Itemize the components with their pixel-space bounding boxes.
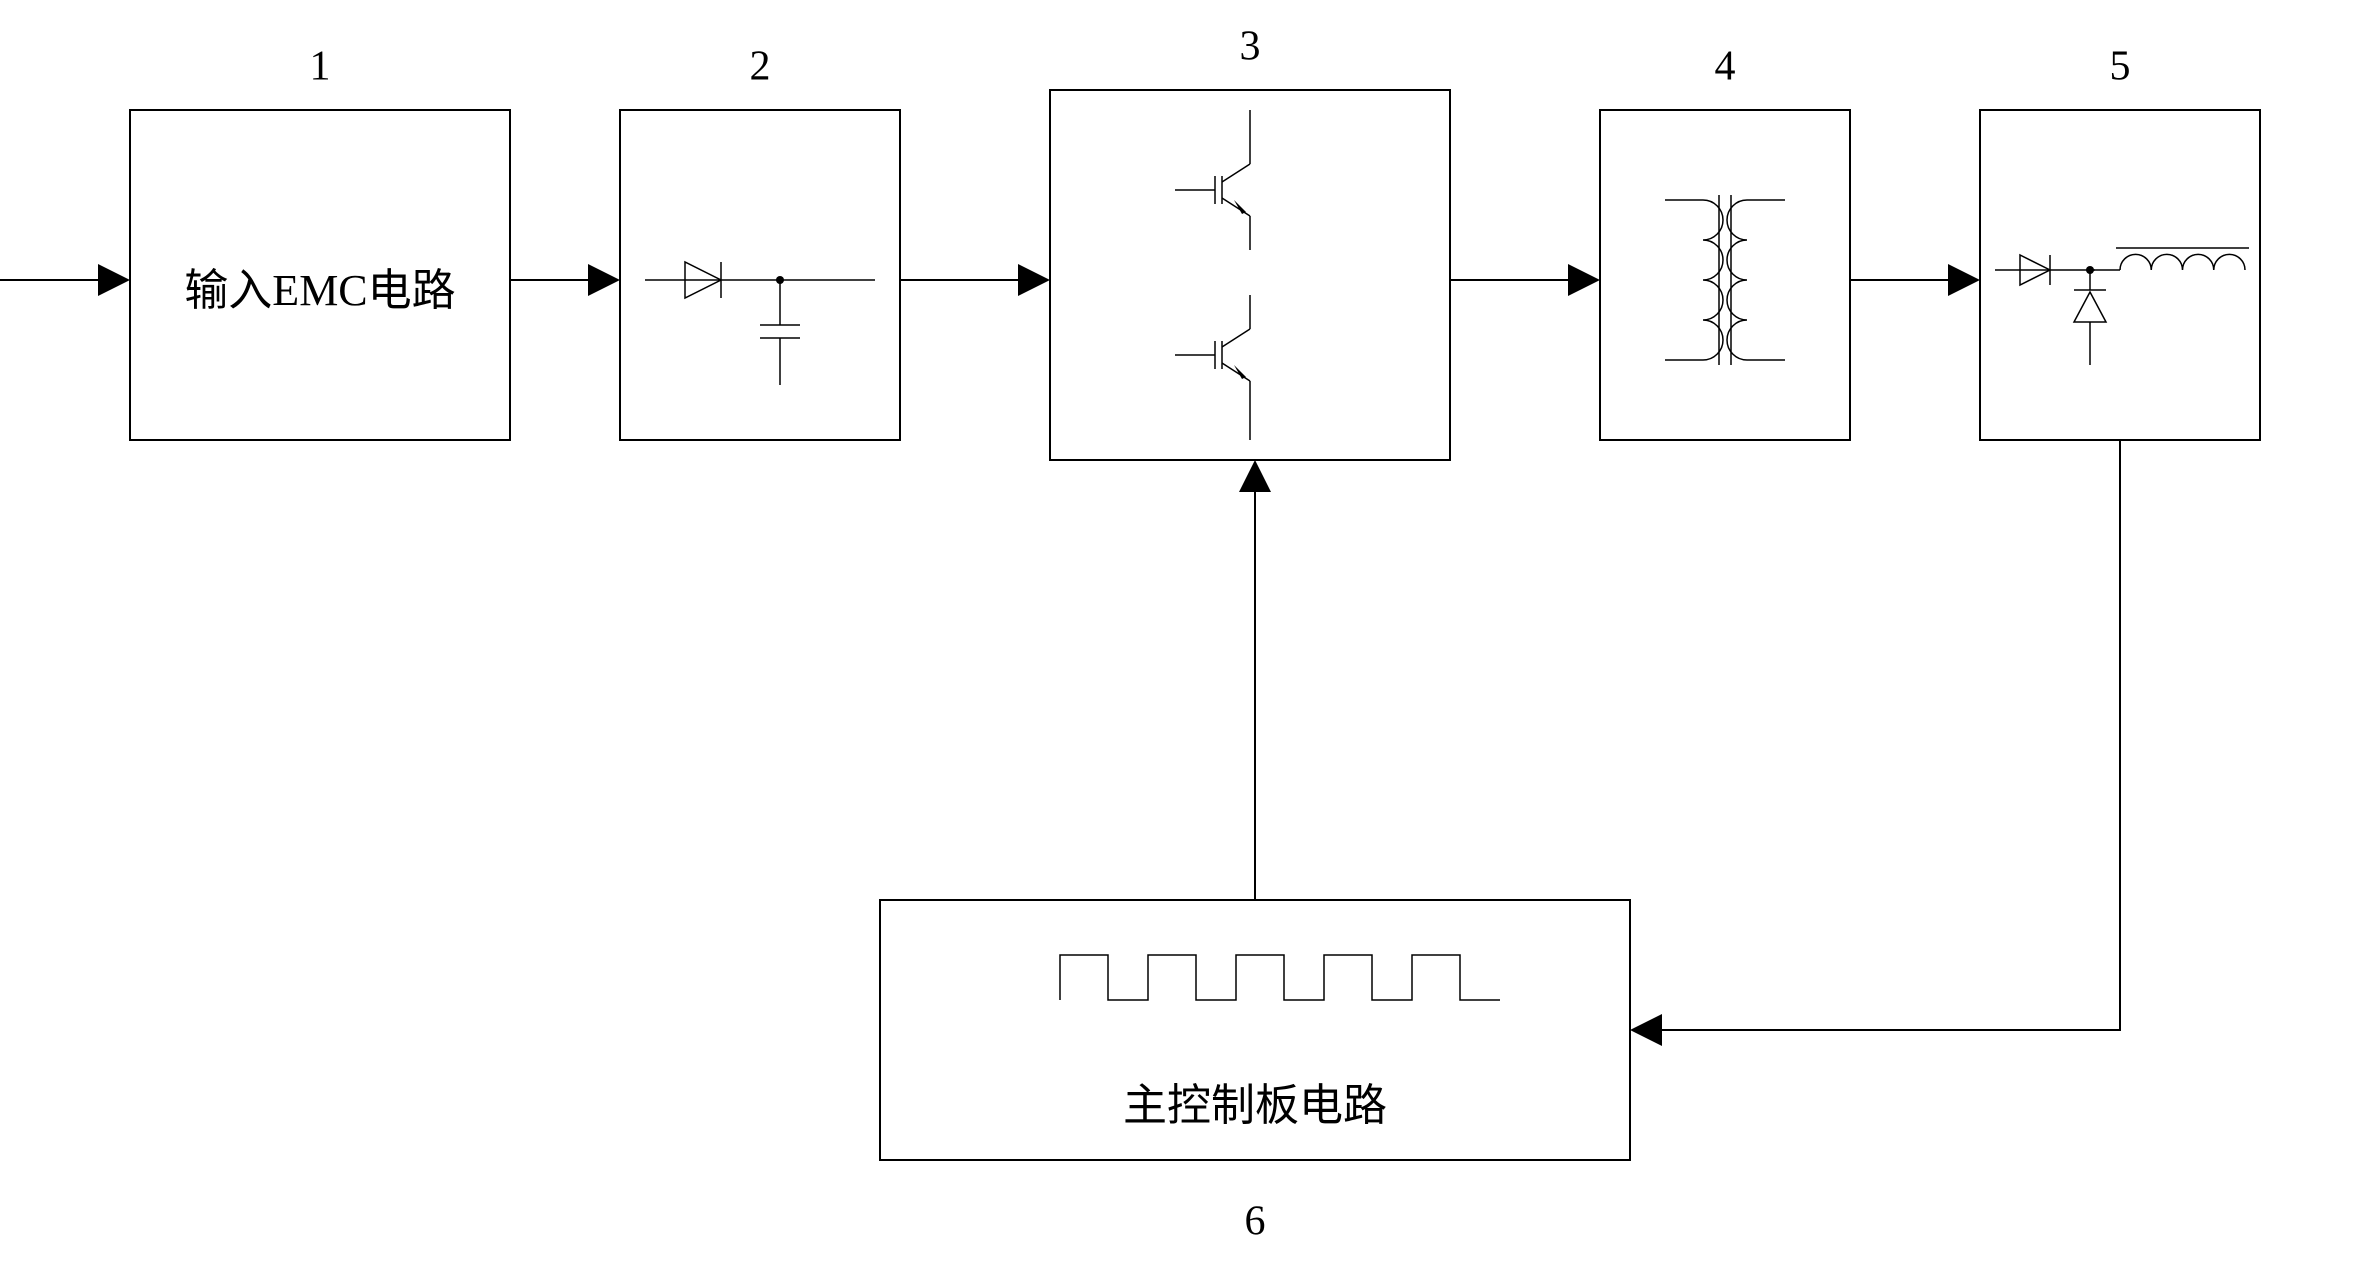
block-diagram: 1 输入EMC电路 2 3 4 5 6 主控制板电路 bbox=[0, 0, 2362, 1266]
block-2-symbol bbox=[645, 262, 875, 385]
block-6-symbol bbox=[1060, 955, 1500, 1000]
block-3-symbol bbox=[1175, 110, 1250, 440]
block-2-number: 2 bbox=[750, 44, 771, 90]
block-5-symbol bbox=[1995, 248, 2249, 365]
block-1-number: 1 bbox=[310, 44, 331, 90]
block-5-number: 5 bbox=[2110, 44, 2131, 90]
block-1-label: 输入EMC电路 bbox=[184, 266, 455, 315]
block-5 bbox=[1980, 110, 2260, 440]
block-4-symbol bbox=[1665, 195, 1785, 365]
block-3-number: 3 bbox=[1240, 24, 1261, 70]
block-2 bbox=[620, 110, 900, 440]
block-4 bbox=[1600, 110, 1850, 440]
block-4-number: 4 bbox=[1715, 44, 1736, 90]
block-6-label: 主控制板电路 bbox=[1123, 1081, 1387, 1130]
block-6-number: 6 bbox=[1245, 1199, 1266, 1245]
